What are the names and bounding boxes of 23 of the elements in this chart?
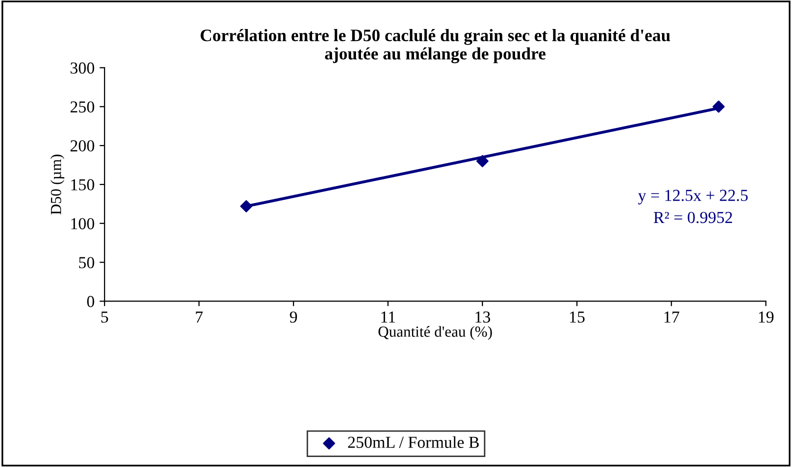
- y-axis-title: D50 (µm): [50, 154, 64, 215]
- x-tick-label: 11: [381, 312, 395, 322]
- chart-title: Corrélation entre le D50 caclulé du grain sec et la quanité d'eau ajoutée au mélange de poudre: [200, 29, 670, 64]
- y-tick-label: 50: [79, 257, 94, 268]
- x-tick-label: 5: [101, 312, 108, 323]
- y-tick-label: 250: [70, 101, 94, 113]
- x-tick-label: 13: [476, 311, 490, 323]
- annotation: y = 12.5x + 22.5 R² = 0.9952: [638, 190, 748, 224]
- point: [240, 200, 252, 212]
- legend-label: 250mL / Formule B: [348, 436, 479, 448]
- point: [476, 155, 489, 168]
- y-tick-label: 200: [70, 140, 94, 152]
- y-tick-label: 100: [71, 218, 94, 230]
- x-tick-label: 9: [290, 311, 297, 323]
- x-tick-label: 17: [664, 312, 680, 322]
- point: [712, 100, 725, 113]
- y-tick-label: 150: [71, 179, 94, 190]
- x-axis-title: Quantité d'eau (%): [378, 326, 492, 340]
- x-tick-label: 7: [196, 312, 203, 322]
- x-tick-label: 19: [758, 311, 774, 323]
- y-tick-label: 0: [87, 296, 94, 308]
- y-tick-label: 300: [70, 62, 94, 74]
- x-tick-label: 15: [570, 312, 585, 323]
